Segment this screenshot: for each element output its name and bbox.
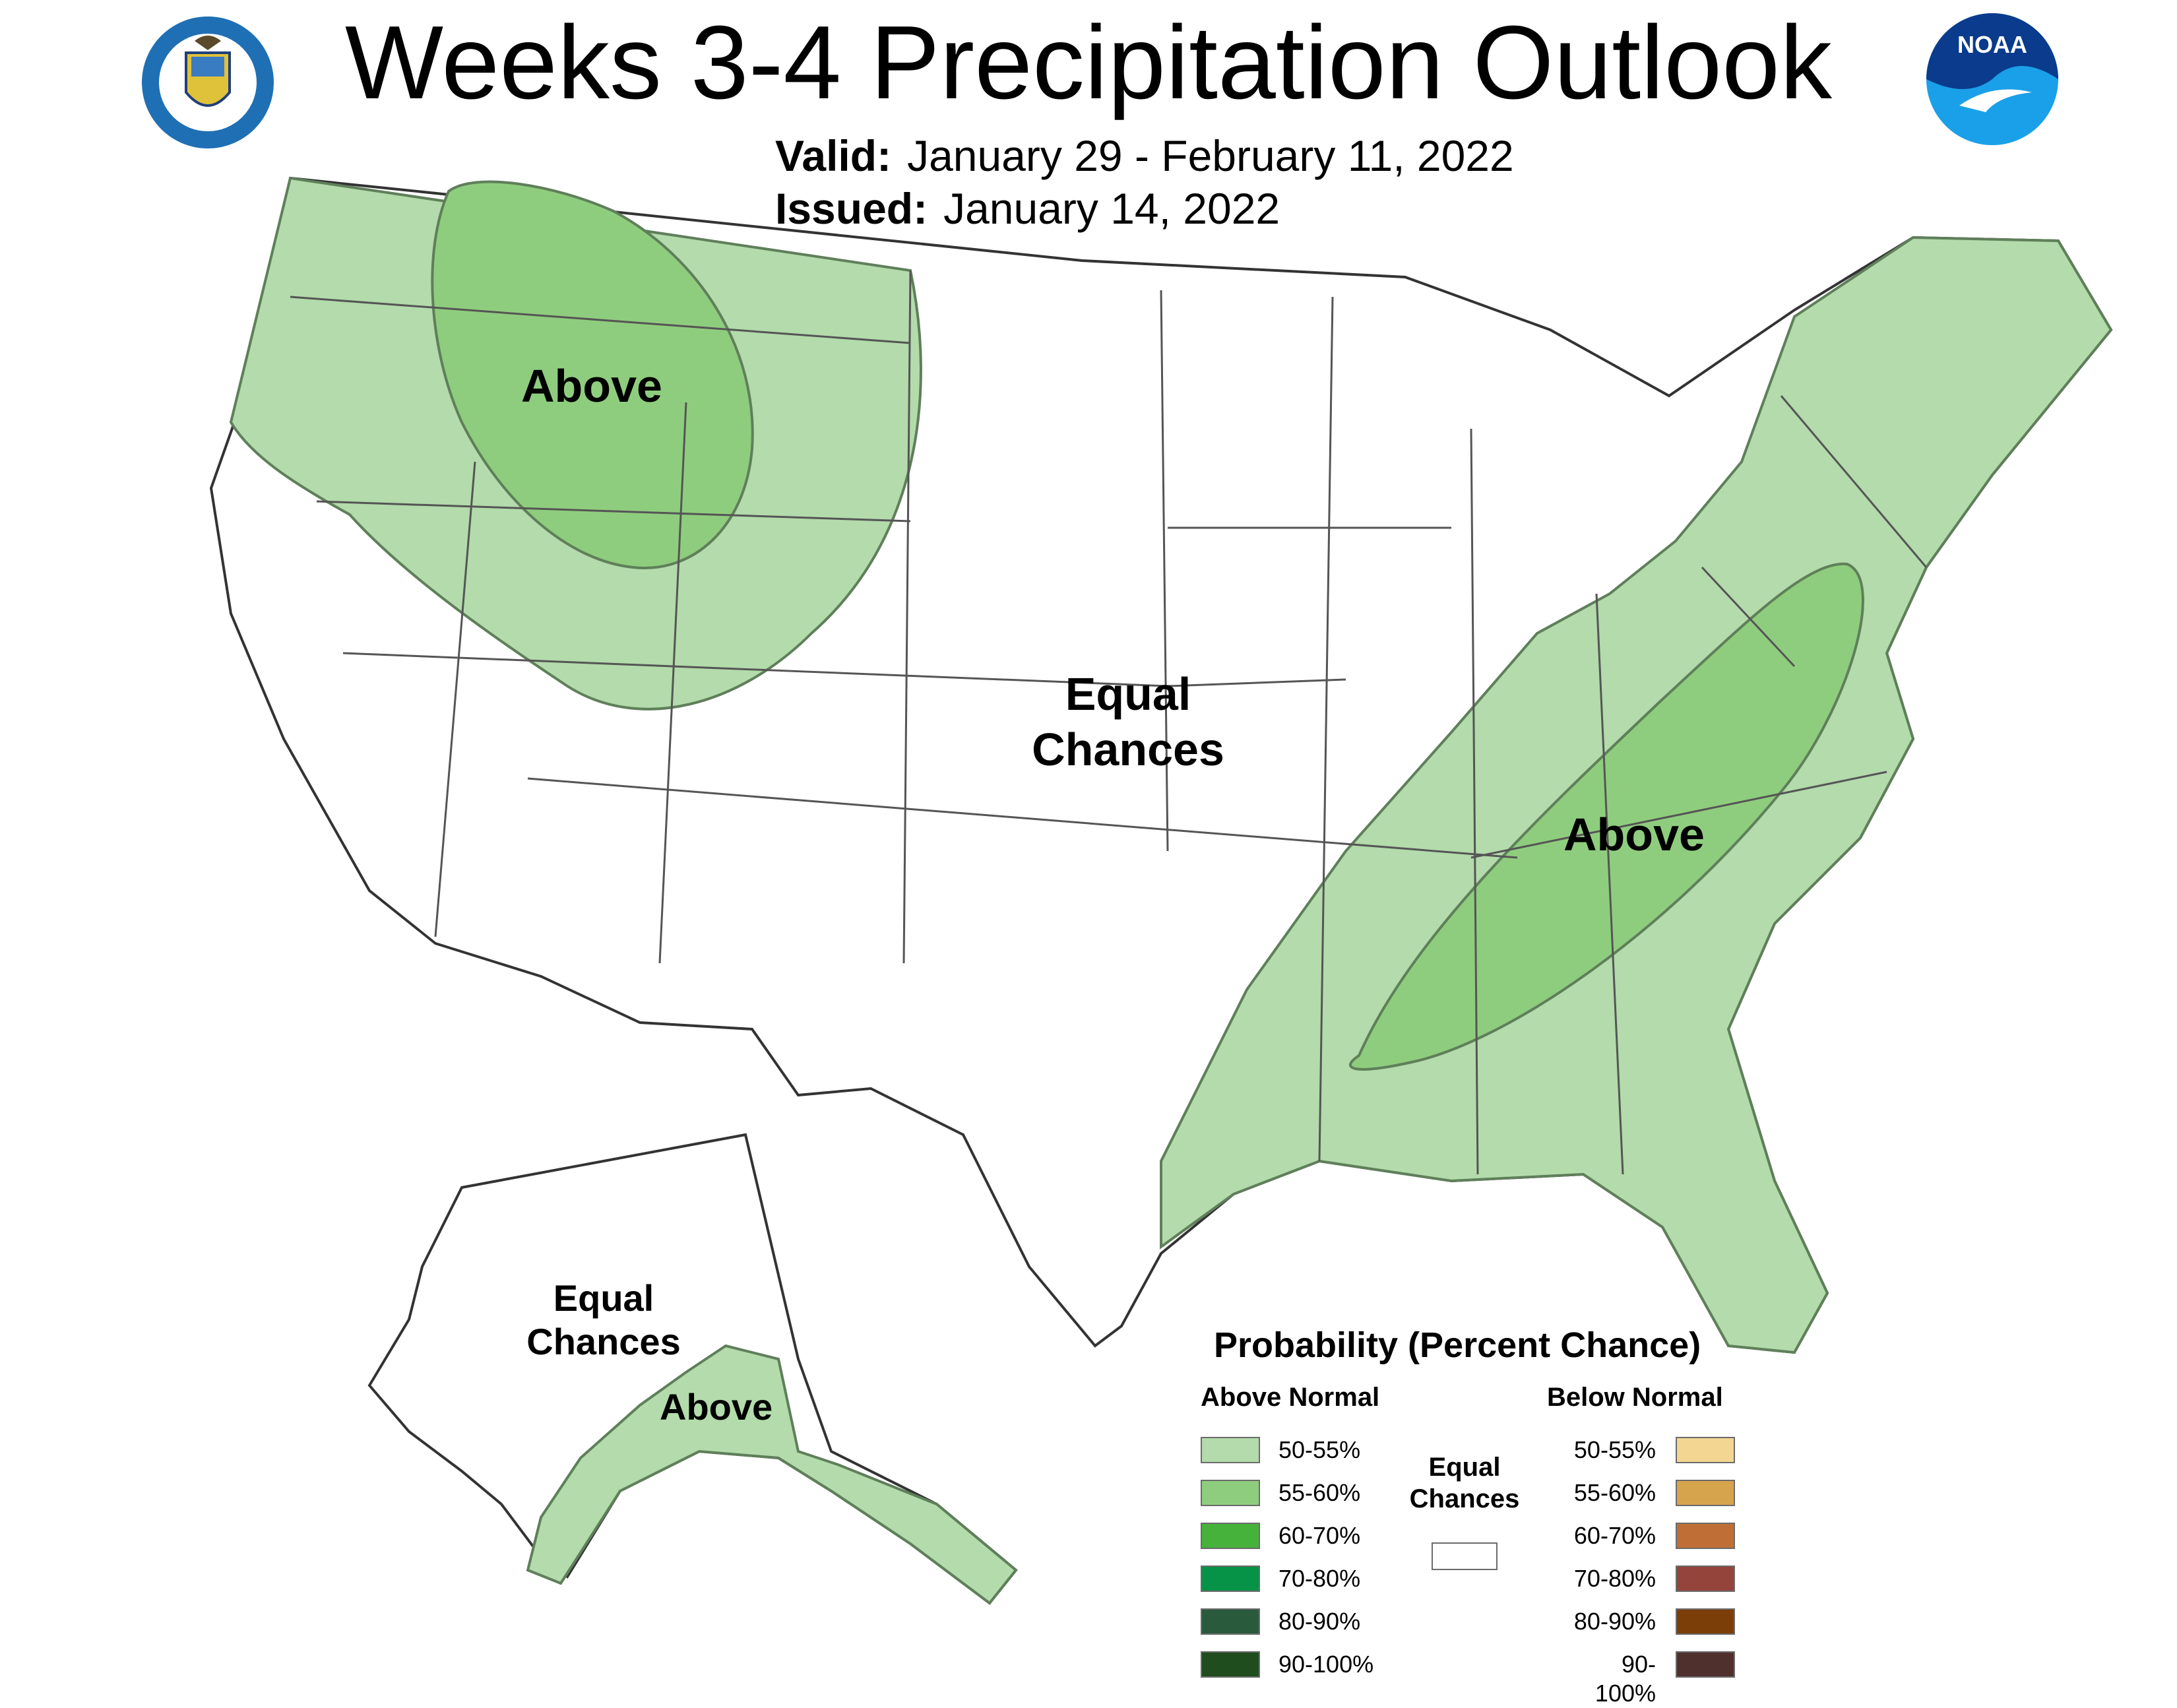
center-equal-line1: Equal bbox=[1065, 668, 1191, 720]
issued-date: January 14, 2022 bbox=[943, 184, 1280, 233]
legend-below-label-1: 55-60% bbox=[1573, 1479, 1656, 1506]
legend-above-swatch-0 bbox=[1201, 1437, 1260, 1463]
legend-above-swatch-2 bbox=[1201, 1523, 1260, 1549]
legend-above-swatch-4 bbox=[1201, 1608, 1260, 1635]
validity-block: Valid: January 29 - February 11, 2022 Iss… bbox=[775, 129, 1514, 235]
alaska-equal-line1: Equal bbox=[553, 1277, 654, 1319]
noaa-logo-text: NOAA bbox=[1957, 31, 2027, 58]
alaska-above-50-55-region bbox=[526, 1344, 1018, 1605]
legend-above-swatch-5 bbox=[1201, 1651, 1260, 1678]
legend-above-swatch-3 bbox=[1201, 1566, 1260, 1592]
legend-below-swatch-4 bbox=[1676, 1608, 1735, 1635]
legend-title: Probability (Percent Chance) bbox=[1214, 1325, 1701, 1365]
west-above-label: Above bbox=[521, 360, 662, 412]
legend-equal-chances-label: Equal Chances bbox=[1392, 1451, 1537, 1515]
legend-equal-line1: Equal bbox=[1428, 1453, 1501, 1482]
west-above-55-60-region bbox=[431, 180, 754, 569]
east-above-label: Above bbox=[1563, 809, 1705, 860]
valid-dates: January 29 - February 11, 2022 bbox=[907, 131, 1514, 180]
alaska-equal-chances-label: Equal Chances bbox=[515, 1277, 693, 1364]
issued-label: Issued: bbox=[775, 184, 928, 233]
center-equal-chances-label: Equal Chances bbox=[1016, 666, 1240, 777]
legend-above-header: Above Normal bbox=[1201, 1383, 1380, 1412]
alaska-equal-line2: Chances bbox=[526, 1321, 681, 1362]
legend-below-header: Below Normal bbox=[1547, 1383, 1723, 1412]
legend-above-label-4: 80-90% bbox=[1278, 1608, 1361, 1635]
legend-below-swatch-5 bbox=[1676, 1651, 1735, 1678]
legend-above-label-3: 70-80% bbox=[1278, 1565, 1361, 1592]
valid-label: Valid: bbox=[775, 131, 892, 180]
legend-below-swatch-1 bbox=[1676, 1480, 1735, 1506]
legend-equal-chances-swatch bbox=[1432, 1542, 1498, 1570]
legend-below-swatch-2 bbox=[1676, 1523, 1735, 1549]
legend-below-swatch-0 bbox=[1676, 1437, 1735, 1463]
legend-below-label-5: 90-100% bbox=[1594, 1651, 1656, 1707]
map-title: Weeks 3-4 Precipitation Outlook bbox=[344, 5, 1833, 121]
legend-equal-line2: Chances bbox=[1409, 1484, 1520, 1513]
legend-below-label-2: 60-70% bbox=[1573, 1522, 1656, 1549]
legend-below-swatch-3 bbox=[1676, 1566, 1735, 1592]
noaa-logo: NOAA bbox=[1926, 13, 2058, 145]
legend-below-label-0: 50-55% bbox=[1573, 1436, 1656, 1463]
legend-above-swatch-1 bbox=[1201, 1480, 1260, 1506]
legend-above-label-2: 60-70% bbox=[1278, 1522, 1361, 1549]
state-lines bbox=[290, 270, 1928, 1175]
alaska-above-label: Above bbox=[660, 1386, 773, 1428]
legend-above-label-0: 50-55% bbox=[1278, 1436, 1361, 1463]
center-equal-line2: Chances bbox=[1032, 724, 1224, 775]
legend-below-label-4: 80-90% bbox=[1573, 1608, 1656, 1635]
legend-above-label-5: 90-100% bbox=[1278, 1651, 1374, 1678]
legend-above-label-1: 55-60% bbox=[1278, 1479, 1361, 1506]
legend-below-label-3: 70-80% bbox=[1573, 1565, 1656, 1592]
department-of-commerce-seal bbox=[142, 16, 274, 148]
